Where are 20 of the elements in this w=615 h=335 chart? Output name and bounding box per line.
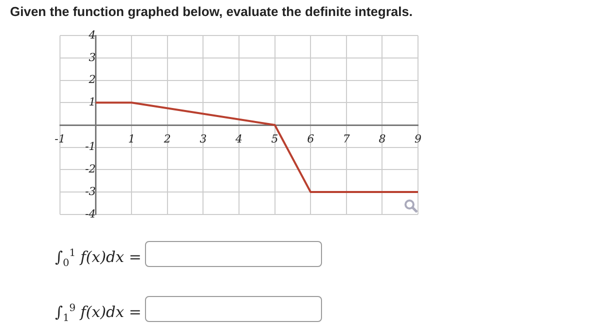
y-tick-label: 3 (88, 50, 96, 64)
x-tick-label: 8 (378, 132, 386, 146)
y-tick-label: -4 (85, 207, 96, 220)
x-tick-label: 7 (342, 132, 350, 146)
text: ∫$_{0}$$^{1}$ f(x)dx = (55, 247, 142, 271)
x-tick-label: 6 (307, 132, 314, 146)
x-tick-label: -1 (54, 132, 66, 146)
text: ∫$_{1}$$^{9}$ f(x)dx = (55, 302, 142, 326)
y-tick-label: 4 (88, 28, 96, 42)
y-tick-label: 2 (88, 73, 96, 86)
x-tick-label: 3 (200, 132, 207, 146)
y-tick-label: 1 (88, 96, 96, 109)
x-tick-label: 4 (234, 132, 242, 146)
x-tick-label: 9 (414, 132, 422, 146)
x-tick-label: 1 (128, 132, 136, 146)
chart-title: Given the function graphed below, evaluate the definite integrals. (10, 4, 413, 19)
y-tick-label: -2 (85, 162, 96, 176)
x-tick-label: 5 (271, 132, 278, 146)
x-tick-label: 2 (162, 132, 171, 146)
y-tick-label: -3 (85, 184, 96, 198)
